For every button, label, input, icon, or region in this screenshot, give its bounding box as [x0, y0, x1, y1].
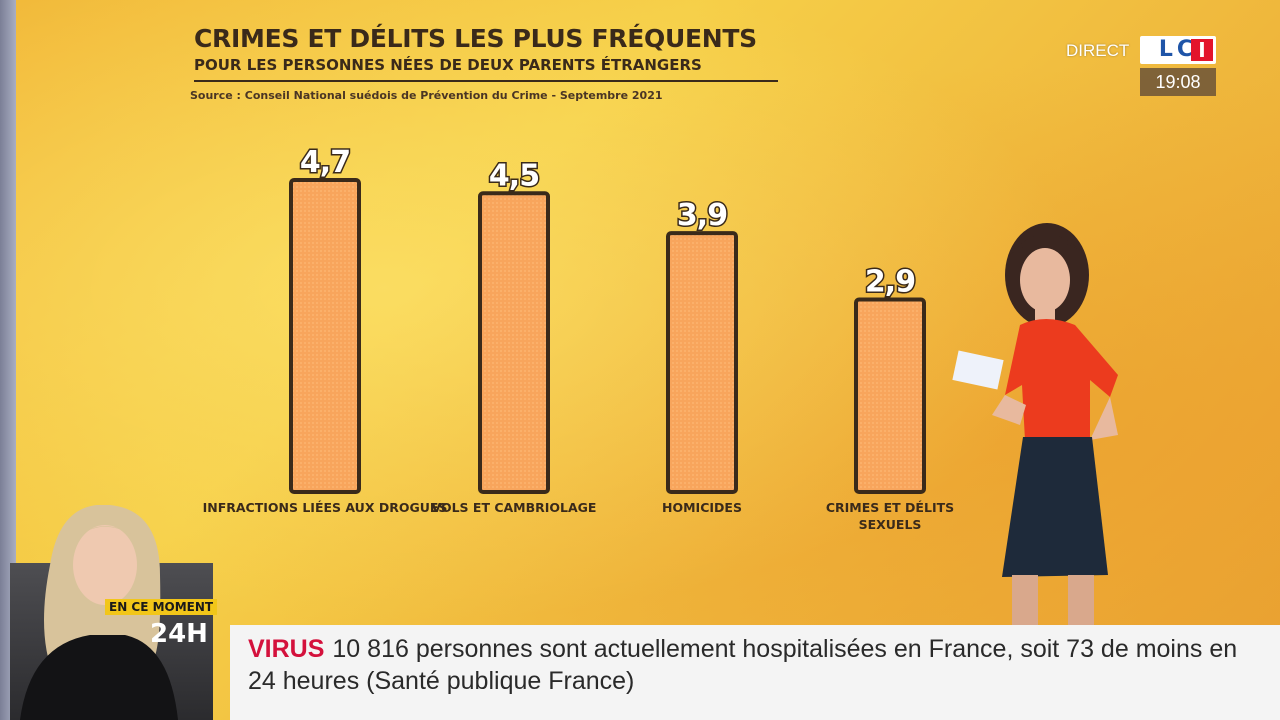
title-underline: [194, 80, 778, 82]
category-label-0: INFRACTIONS LIÉES AUX DROGUES: [203, 500, 448, 515]
category-label-3: CRIMES ET DÉLITS SEXUELS: [826, 500, 954, 532]
logo-dot: I: [1191, 39, 1213, 61]
clock: 19:08: [1140, 68, 1216, 96]
bar-3: [854, 297, 926, 494]
presenter-figure: [952, 223, 1118, 625]
bar-0: [289, 178, 361, 494]
category-label-1: VOLS ET CAMBRIOLAGE: [432, 500, 597, 515]
ticker-text: VIRUS 10 816 personnes sont actuellement …: [248, 633, 1258, 697]
chart-source: Source : Conseil National suédois de Pré…: [190, 89, 663, 102]
bar-2: [666, 231, 738, 494]
value-label-0: 4,7: [300, 145, 350, 180]
category-label-2: HOMICIDES: [662, 500, 742, 515]
anchor-portrait: [20, 505, 178, 720]
ticker-tag: VIRUS: [248, 635, 325, 663]
screen-left-edge: [0, 0, 16, 720]
channel-logo: LC I: [1140, 36, 1216, 64]
bar-1: [478, 191, 550, 495]
value-label-2: 3,9: [677, 198, 727, 233]
news-ticker: VIRUS 10 816 personnes sont actuellement …: [230, 625, 1280, 720]
value-label-1: 4,5: [489, 158, 539, 193]
chart-title: CRIMES ET DÉLITS LES PLUS FRÉQUENTS: [194, 24, 757, 53]
value-label-3: 2,9: [865, 264, 915, 299]
direct-label: DIRECT: [1066, 41, 1130, 60]
program-24h: 24H: [150, 619, 208, 649]
now-badge: EN CE MOMENT: [105, 599, 218, 615]
logo-text: LC: [1158, 37, 1198, 62]
bar-chart: 4,7 INFRACTIONS LIÉES AUX DROGUES 4,5 VOLS …: [203, 144, 955, 533]
ticker-message: 10 816 personnes sont actuellement hospi…: [248, 635, 1238, 695]
chart-subtitle: POUR LES PERSONNES NÉES DE DEUX PARENTS …: [194, 56, 702, 74]
